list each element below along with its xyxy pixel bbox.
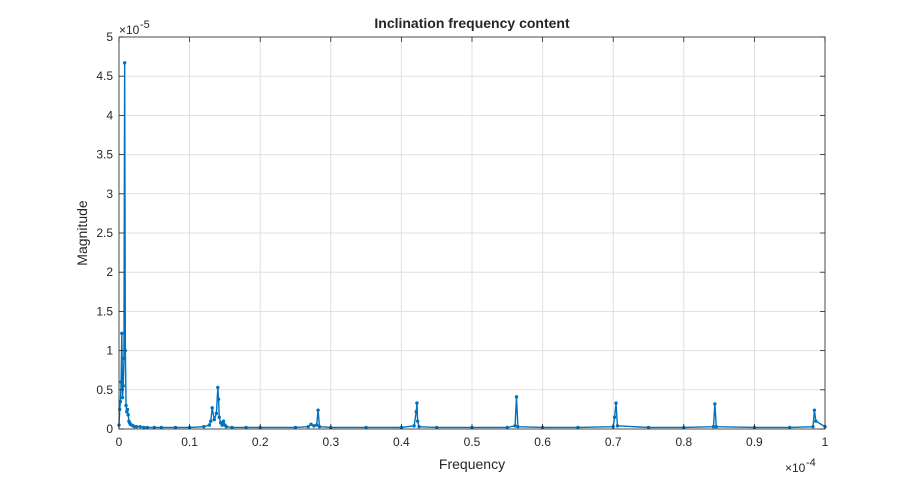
data-point — [615, 424, 620, 428]
data-point — [122, 61, 127, 65]
y-tick-label: 0.5 — [96, 383, 113, 397]
tick-labels: 0 0.1 0.2 0.3 0.4 0.5 0.6 0.7 0.8 0.9 1 0 0.5 1 1.5 2 2.… — [96, 30, 828, 449]
data-point — [122, 356, 126, 361]
x-axis-label: Frequency — [439, 456, 505, 472]
data-point — [364, 425, 368, 430]
data-point — [120, 331, 124, 336]
data-point — [126, 413, 130, 417]
data-point — [119, 380, 123, 384]
data-point — [612, 415, 617, 419]
y-exponent-value: -5 — [140, 19, 150, 31]
data-point — [210, 406, 214, 410]
data-point — [812, 408, 817, 412]
x-exponent: ×10 -4 — [785, 457, 816, 475]
data-point — [514, 395, 519, 399]
data-point — [417, 424, 421, 429]
data-point — [244, 425, 248, 430]
data-point — [214, 411, 219, 416]
data-point — [614, 401, 618, 405]
x-tick-label: 0.6 — [534, 435, 551, 449]
data-point — [118, 399, 123, 404]
data-point — [814, 419, 818, 423]
data-point — [711, 424, 716, 429]
y-axis-label: Magnitude — [74, 200, 90, 266]
y-exponent: ×10 -5 — [119, 19, 150, 37]
y-tick-label: 4.5 — [96, 69, 113, 83]
y-tick-label: 5 — [106, 30, 113, 44]
x-tick-label: 1 — [822, 435, 829, 449]
data-point — [788, 425, 792, 430]
data-point — [220, 423, 224, 427]
data-point — [217, 415, 221, 419]
data-point — [221, 419, 226, 423]
x-tick-label: 0.9 — [746, 435, 763, 449]
data-point — [207, 423, 212, 427]
data-point — [123, 348, 128, 353]
data-point — [412, 424, 416, 428]
data-point — [216, 385, 220, 390]
data-point — [713, 402, 717, 406]
y-tick-label: 0 — [106, 422, 113, 436]
x-tick-label: 0.5 — [464, 435, 481, 449]
x-tick-label: 0.1 — [181, 435, 198, 449]
y-tick-label: 4 — [106, 108, 113, 122]
data-point — [202, 424, 206, 429]
data-point — [516, 424, 520, 429]
x-tick-label: 0.8 — [675, 435, 692, 449]
data-point — [134, 424, 139, 429]
data-point — [513, 424, 517, 428]
data-point — [216, 397, 221, 401]
x-tick-label: 0 — [116, 435, 123, 449]
x-tick-label: 0.7 — [605, 435, 622, 449]
ticks — [118, 36, 826, 430]
data-point — [309, 422, 313, 426]
data-point — [124, 403, 128, 408]
y-tick-label: 1.5 — [96, 304, 113, 318]
data-point — [173, 425, 178, 430]
data-point — [316, 408, 320, 412]
data-point — [152, 425, 156, 430]
data-point — [145, 425, 149, 430]
y-tick-label: 3.5 — [96, 148, 113, 162]
data-point — [118, 407, 122, 412]
data-point — [646, 425, 651, 430]
x-tick-label: 0.4 — [393, 435, 410, 449]
x-tick-label: 0.3 — [322, 435, 339, 449]
data-point — [138, 424, 142, 429]
x-tick-label: 0.2 — [252, 435, 269, 449]
chart-title: Inclination frequency content — [374, 15, 570, 31]
data-point — [314, 423, 319, 427]
data-point — [312, 424, 316, 428]
data-point — [576, 425, 580, 430]
data-point — [714, 424, 718, 429]
y-tick-label: 2.5 — [96, 226, 113, 240]
data-point — [159, 425, 164, 430]
data-point — [212, 417, 217, 422]
data-point — [415, 419, 420, 423]
y-tick-label: 3 — [106, 187, 113, 201]
data-point — [230, 425, 234, 430]
x-exponent-prefix: ×10 — [785, 461, 806, 475]
x-exponent-value: -4 — [806, 457, 816, 469]
data-point — [306, 424, 310, 429]
data-point — [435, 425, 439, 430]
y-tick-label: 1 — [106, 344, 113, 358]
data-point — [125, 407, 130, 412]
y-exponent-prefix: ×10 — [119, 23, 140, 37]
data-point — [293, 425, 298, 430]
data-point — [121, 384, 125, 388]
data-point — [142, 425, 146, 430]
data-point — [224, 424, 229, 429]
data-point — [415, 401, 419, 405]
data-point — [317, 424, 322, 429]
data-point — [209, 419, 213, 423]
data-point — [505, 425, 509, 430]
data-point — [811, 424, 815, 429]
data-point — [120, 395, 125, 400]
y-tick-label: 2 — [106, 265, 113, 279]
data-point — [414, 410, 418, 414]
